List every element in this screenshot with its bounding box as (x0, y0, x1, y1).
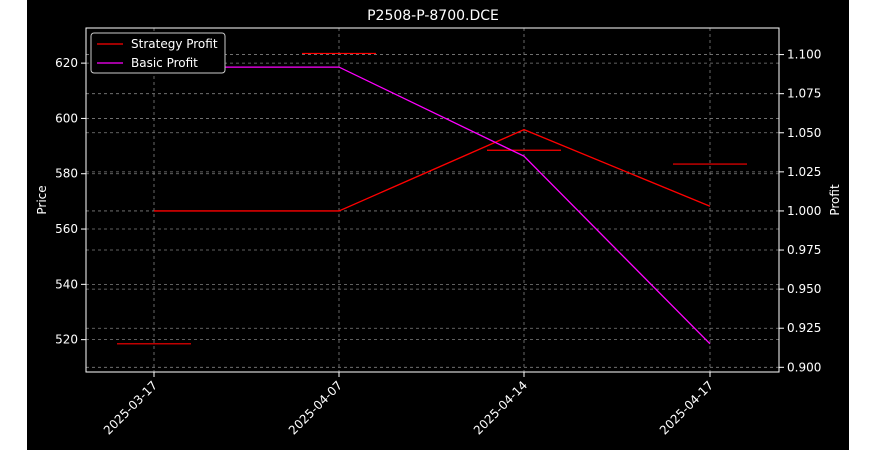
basic-profit-line (154, 66, 711, 345)
y2-axis-label: Profit (828, 184, 842, 216)
legend-label: Basic Profit (131, 56, 198, 70)
y2-tick-label: 0.925 (787, 321, 821, 335)
y2-tick-label: 1.025 (787, 165, 821, 179)
y-tick-label: 540 (55, 277, 78, 291)
price-markers (117, 52, 747, 345)
y-tick-label: 620 (55, 56, 78, 70)
legend-label: Strategy Profit (131, 37, 218, 51)
series-lines (154, 66, 711, 345)
y2-tick-label: 1.100 (787, 48, 821, 62)
y-tick-label: 560 (55, 222, 78, 236)
chart-title: P2508-P-8700.DCE (367, 8, 499, 24)
strategy-profit-line (154, 128, 711, 212)
y2-tick-label: 1.000 (787, 204, 821, 218)
plot-frame (85, 27, 780, 373)
y-tick-label: 600 (55, 111, 78, 125)
y2-tick-label: 0.975 (787, 243, 821, 257)
y2-tick-label: 0.950 (787, 282, 821, 296)
y2-tick-label: 0.900 (787, 360, 821, 374)
legend: Strategy Profit Basic Profit (90, 32, 226, 74)
y2-tick-label: 1.050 (787, 126, 821, 140)
legend-box (90, 32, 226, 74)
y2-tick-label: 1.075 (787, 87, 821, 101)
y-tick-label: 520 (55, 333, 78, 347)
y-tick-label: 580 (55, 167, 78, 181)
figure-background (27, 0, 849, 450)
y-axis-label: Price (35, 185, 49, 214)
